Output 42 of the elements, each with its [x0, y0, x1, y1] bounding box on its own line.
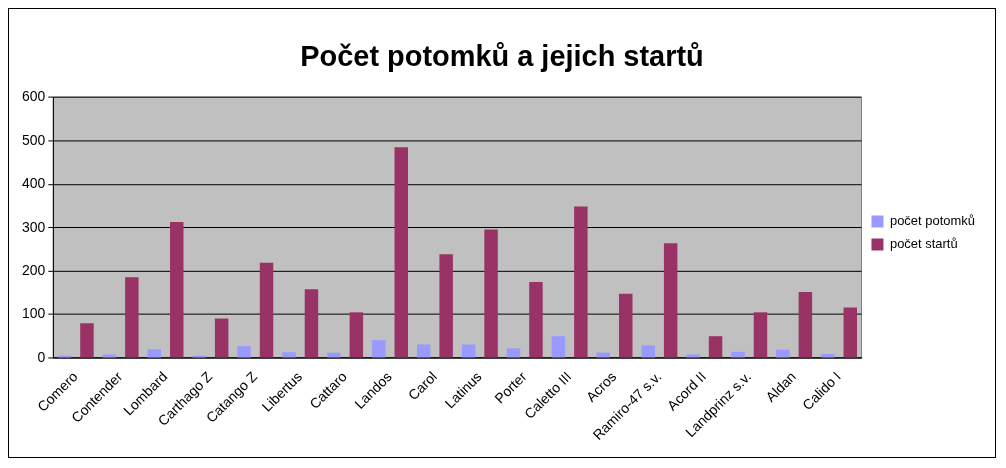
bar — [439, 254, 453, 358]
bar — [259, 262, 274, 358]
bar — [416, 344, 431, 358]
bar — [574, 206, 588, 358]
y-tick-label: 300 — [21, 218, 46, 235]
bar — [821, 354, 835, 358]
y-tick-label: 400 — [21, 175, 46, 192]
bar — [102, 354, 117, 358]
bar — [461, 344, 476, 358]
bar — [753, 312, 768, 358]
bar — [619, 293, 633, 358]
bar — [731, 351, 745, 358]
y-tick-label: 0 — [37, 348, 46, 365]
bar — [506, 348, 521, 358]
legend-label: počet potomků — [889, 213, 975, 229]
y-tick-label: 200 — [21, 261, 46, 278]
bar — [663, 243, 678, 358]
bar — [372, 340, 386, 358]
chart-title: Počet potomků a jejich startů — [300, 40, 704, 73]
bar — [551, 336, 566, 358]
bar — [798, 291, 813, 358]
bar — [686, 354, 700, 358]
bar — [147, 349, 162, 358]
y-tick-label: 500 — [21, 131, 46, 148]
bar — [214, 318, 229, 358]
bar — [304, 289, 319, 358]
bar — [170, 222, 184, 358]
bar — [282, 352, 296, 358]
bar — [529, 281, 543, 358]
bar — [641, 345, 655, 358]
bar — [708, 336, 723, 358]
y-tick-label: 100 — [21, 305, 46, 322]
bar — [394, 147, 408, 358]
bar — [80, 323, 94, 358]
bar — [237, 346, 251, 358]
legend-label: počet startů — [889, 236, 958, 252]
bar — [843, 307, 858, 358]
bar — [349, 312, 364, 358]
bar — [776, 349, 790, 358]
y-tick-label: 600 — [21, 88, 46, 105]
bar — [484, 229, 498, 358]
bar — [125, 277, 139, 358]
